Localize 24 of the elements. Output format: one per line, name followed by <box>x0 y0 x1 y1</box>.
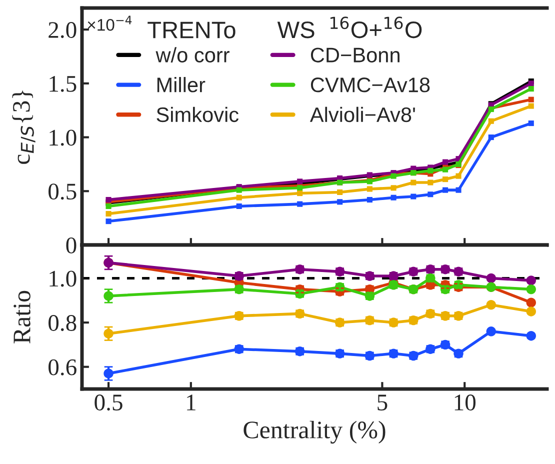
legend-label: CD−Bonn <box>310 48 400 62</box>
x-tick-label: 1 <box>187 394 196 410</box>
y-axis-title: Ratio <box>14 290 30 344</box>
y-axis-title: c$_{E/S}${3} <box>12 90 36 164</box>
annotation: WS $^{16}$O+$^{16}$O <box>277 16 422 38</box>
y-tick-label: 1.0 <box>50 270 76 287</box>
y-tick-label: 1.0 <box>50 130 76 146</box>
x-tick-label: 10 <box>454 394 476 410</box>
annotation: ×10$^{−4}$ <box>88 16 132 31</box>
x-tick-label: 5 <box>378 394 388 410</box>
annotation: TRENTo <box>148 22 236 38</box>
legend-label: Simkovic <box>156 106 239 122</box>
legend-label: CVMC−Av18 <box>310 78 430 92</box>
y-tick-label: 0.8 <box>48 315 76 332</box>
legend-label: w/o corr <box>156 47 230 62</box>
legend-label: Miller <box>157 76 206 92</box>
y-tick-label: 0.6 <box>48 359 76 376</box>
y-tick-label: 0 <box>66 237 76 254</box>
y-tick-label: 0.5 <box>48 184 76 200</box>
y-tick-label: 1.5 <box>50 76 76 92</box>
x-axis-title: Centrality (%) <box>244 420 386 444</box>
x-tick-label: 0.5 <box>94 394 122 411</box>
y-tick-label: 2.0 <box>48 22 76 38</box>
legend-label: Alvioli−Av8' <box>310 106 415 122</box>
